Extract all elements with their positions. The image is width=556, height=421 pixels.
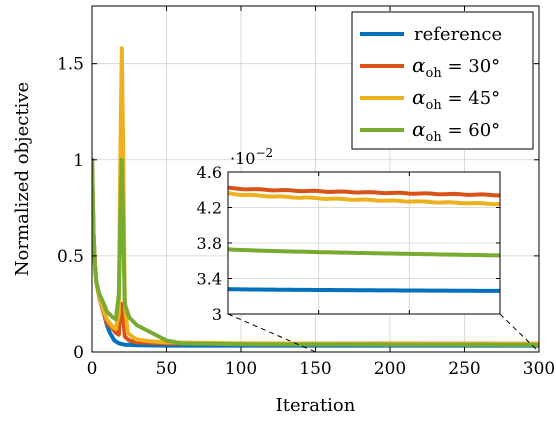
x-tick-label: 150 <box>299 359 331 379</box>
legend-label-0: reference <box>414 24 502 45</box>
legend-label-1: αoh = 30° <box>412 53 500 81</box>
legend-subscript: oh <box>426 98 443 113</box>
inset-scale-exponent: −2 <box>255 146 273 160</box>
inset-y-tick-label: 3 <box>212 305 222 324</box>
y-tick-label: 0.5 <box>57 247 84 267</box>
y-axis-title: Normalized objective <box>12 82 33 276</box>
x-tick-label: 100 <box>225 359 257 379</box>
legend-label-3: αoh = 60° <box>412 117 500 145</box>
legend-alpha: α <box>412 85 426 109</box>
zoom-connector-right <box>499 313 540 353</box>
legend-value: = 30° <box>442 56 500 77</box>
x-tick-label: 50 <box>156 359 178 379</box>
legend-alpha: α <box>412 117 426 141</box>
y-tick-label: 1.5 <box>57 55 84 75</box>
legend-subscript: oh <box>426 66 443 81</box>
legend-alpha: α <box>412 53 426 77</box>
x-tick-label: 250 <box>448 359 480 379</box>
legend-value: = 45° <box>442 88 500 109</box>
inset-series-line-0 <box>227 287 501 293</box>
inset-series-line-2 <box>227 191 501 207</box>
inset-y-tick-label: 3.8 <box>197 234 222 253</box>
zoom-connector-left <box>227 313 316 353</box>
y-tick-label: 0 <box>73 343 84 363</box>
series-line-3 <box>92 157 539 347</box>
y-tick-label: 1 <box>73 151 84 171</box>
inset-scale-label: ·10−2 <box>230 146 273 168</box>
x-tick-label: 0 <box>87 359 98 379</box>
x-axis-title: Iteration <box>276 395 356 416</box>
inset-series-line-1 <box>227 185 501 198</box>
inset-y-tick-label: 3.4 <box>197 270 222 289</box>
legend-label-2: αoh = 45° <box>412 85 500 113</box>
inset-series-line-3 <box>227 247 501 258</box>
inset-y-tick-label: 4.6 <box>197 163 222 182</box>
inset-y-tick-label: 4.2 <box>197 199 222 218</box>
legend-value: = 60° <box>442 120 500 141</box>
x-tick-label: 300 <box>523 359 555 379</box>
inset-scale-base: ·10 <box>230 149 255 168</box>
x-tick-label: 200 <box>374 359 406 379</box>
legend-subscript: oh <box>426 130 443 145</box>
